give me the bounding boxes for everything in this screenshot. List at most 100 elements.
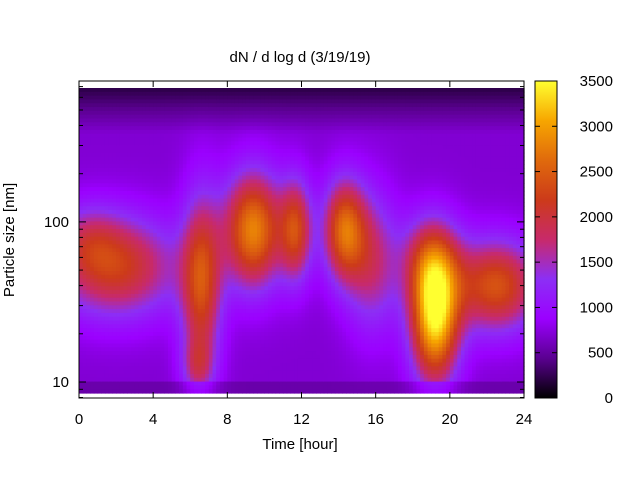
- heatmap-cell: [190, 274, 195, 280]
- heatmap-cell: [130, 232, 136, 238]
- heatmap-cell: [93, 389, 99, 394]
- heatmap-cell: [294, 286, 299, 291]
- heatmap-cell: [271, 312, 277, 318]
- heatmap-cell: [82, 232, 88, 238]
- heatmap-cell: [260, 149, 266, 154]
- heatmap-cell: [82, 137, 88, 142]
- heatmap-cell: [171, 210, 177, 215]
- heatmap-cell: [153, 149, 158, 154]
- heatmap-cell: [294, 373, 299, 379]
- heatmap-cell: [227, 217, 232, 223]
- heatmap-cell: [227, 351, 232, 356]
- heatmap-cell: [79, 297, 84, 303]
- heatmap-cell: [156, 126, 162, 131]
- heatmap-cell: [201, 95, 206, 101]
- heatmap-cell: [238, 198, 243, 203]
- heatmap-cell: [201, 358, 206, 364]
- heatmap-cell: [179, 229, 184, 234]
- heatmap-cell: [212, 103, 217, 108]
- heatmap-cell: [175, 232, 180, 238]
- heatmap-cell: [268, 286, 273, 291]
- heatmap-cell: [205, 320, 210, 325]
- heatmap-cell: [249, 107, 254, 112]
- heatmap-cell: [234, 324, 240, 329]
- heatmap-cell: [104, 351, 110, 356]
- heatmap-cell: [257, 118, 262, 123]
- heatmap-cell: [216, 126, 221, 131]
- heatmap-cell: [145, 107, 151, 112]
- heatmap-cell: [182, 91, 188, 97]
- heatmap-cell: [79, 385, 84, 390]
- heatmap-cell: [160, 286, 165, 291]
- heatmap-cell: [227, 229, 232, 234]
- heatmap-cell: [197, 267, 202, 272]
- heatmap-cell: [127, 324, 132, 329]
- heatmap-cell: [264, 320, 269, 325]
- heatmap-cell: [279, 366, 284, 371]
- heatmap-cell: [205, 362, 210, 367]
- heatmap-cell: [179, 278, 184, 284]
- heatmap-cell: [227, 290, 232, 295]
- heatmap-cell: [130, 217, 136, 223]
- heatmap-cell: [108, 187, 113, 192]
- heatmap-cell: [301, 152, 306, 158]
- heatmap-cell: [93, 251, 99, 257]
- heatmap-cell: [116, 332, 121, 337]
- heatmap-cell: [130, 244, 136, 249]
- heatmap-cell: [116, 88, 121, 93]
- heatmap-cell: [301, 156, 306, 162]
- heatmap-cell: [282, 240, 288, 245]
- heatmap-cell: [171, 312, 177, 318]
- heatmap-cell: [101, 118, 106, 123]
- heatmap-cell: [175, 164, 180, 169]
- heatmap-cell: [216, 95, 221, 101]
- heatmap-cell: [86, 259, 91, 264]
- heatmap-cell: [119, 297, 125, 303]
- heatmap-cell: [301, 145, 306, 150]
- heatmap-cell: [112, 373, 117, 379]
- heatmap-cell: [171, 110, 177, 116]
- heatmap-cell: [142, 274, 147, 280]
- heatmap-cell: [116, 210, 121, 215]
- heatmap-cell: [123, 351, 128, 356]
- heatmap-cell: [231, 312, 236, 318]
- heatmap-cell: [186, 236, 191, 242]
- heatmap-cell: [260, 133, 266, 139]
- heatmap-cell: [145, 110, 151, 116]
- heatmap-cell: [231, 133, 236, 139]
- heatmap-cell: [264, 187, 269, 192]
- heatmap-cell: [219, 118, 225, 123]
- heatmap-cell: [275, 267, 280, 272]
- heatmap-cell: [97, 324, 102, 329]
- heatmap-cell: [190, 232, 195, 238]
- heatmap-cell: [234, 202, 240, 207]
- heatmap-cell: [216, 171, 221, 177]
- heatmap-cell: [271, 244, 277, 249]
- heatmap-cell: [123, 301, 128, 306]
- heatmap-cell: [301, 206, 306, 211]
- heatmap-cell: [149, 263, 154, 268]
- heatmap-cell: [190, 179, 195, 184]
- heatmap-cell: [112, 232, 117, 238]
- heatmap-cell: [142, 137, 147, 142]
- heatmap-cell: [186, 156, 191, 162]
- heatmap-cell: [145, 118, 151, 123]
- heatmap-cell: [234, 133, 240, 139]
- heatmap-cell: [116, 152, 121, 158]
- heatmap-cell: [260, 171, 266, 177]
- heatmap-cell: [160, 171, 165, 177]
- heatmap-cell: [201, 267, 206, 272]
- heatmap-cell: [104, 171, 110, 177]
- heatmap-cell: [108, 274, 113, 280]
- heatmap-cell: [271, 171, 277, 177]
- heatmap-cell: [286, 164, 291, 169]
- heatmap-cell: [190, 118, 195, 123]
- heatmap-cell: [164, 152, 169, 158]
- heatmap-cell: [127, 335, 132, 341]
- heatmap-cell: [260, 339, 266, 345]
- heatmap-cell: [171, 351, 177, 356]
- heatmap-cell: [90, 381, 95, 386]
- heatmap-cell: [208, 332, 214, 337]
- heatmap-cell: [279, 110, 284, 116]
- heatmap-cell: [305, 160, 310, 165]
